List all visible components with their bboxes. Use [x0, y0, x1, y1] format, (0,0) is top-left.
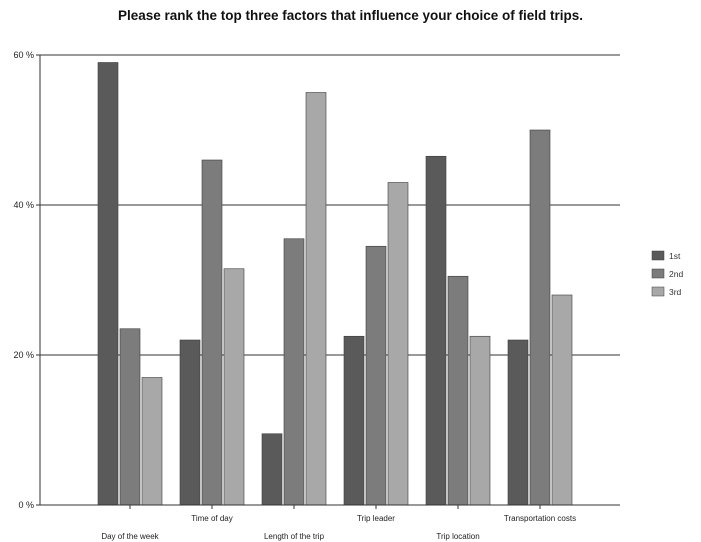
bar-3rd-4 [469, 335, 491, 506]
x-category-label: Time of day [191, 514, 233, 523]
bar-3rd-0 [141, 377, 163, 506]
legend-swatch [651, 268, 665, 279]
x-category-label: Trip leader [357, 514, 395, 523]
x-axis: Day of the week Time of day Length of the … [40, 504, 620, 541]
x-category-label: Trip location [436, 532, 479, 541]
legend-label: 1st [669, 251, 681, 261]
legend-label: 3rd [669, 287, 682, 297]
bars [97, 62, 573, 506]
bar-2nd-2 [283, 238, 305, 506]
bar-1st-3 [343, 335, 365, 506]
legend: 1st 2nd 3rd [651, 250, 683, 297]
x-category-label: Length of the trip [264, 532, 325, 541]
y-tick-label: 60 % [13, 50, 34, 60]
bar-2nd-5 [529, 129, 551, 506]
bar-3rd-2 [305, 92, 327, 506]
y-tick-label: 40 % [13, 200, 34, 210]
legend-swatch [651, 286, 665, 297]
y-tick-label: 0 % [18, 500, 34, 510]
bar-3rd-5 [551, 294, 573, 506]
chart-title: Please rank the top three factors that i… [117, 8, 584, 23]
bar-1st-0 [97, 62, 119, 506]
legend-swatch [651, 250, 665, 261]
bar-3rd-3 [387, 182, 409, 506]
y-tick-label: 20 % [13, 350, 34, 360]
bar-2nd-3 [365, 245, 387, 506]
bar-2nd-0 [119, 328, 141, 506]
bar-1st-4 [425, 155, 447, 506]
bar-1st-5 [507, 339, 529, 506]
bar-2nd-4 [447, 275, 469, 506]
x-category-label: Day of the week [101, 532, 159, 541]
x-category-label: Transportation costs [504, 514, 576, 523]
legend-label: 2nd [669, 269, 683, 279]
y-axis: 0 % 20 % 40 % 60 % [13, 50, 41, 510]
bar-1st-1 [179, 339, 201, 506]
bar-3rd-1 [223, 268, 245, 506]
bar-1st-2 [261, 433, 283, 506]
bar-2nd-1 [201, 159, 223, 506]
